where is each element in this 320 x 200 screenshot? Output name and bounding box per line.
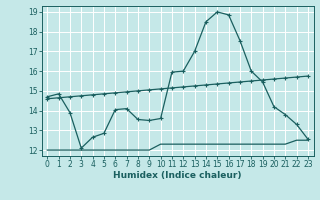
X-axis label: Humidex (Indice chaleur): Humidex (Indice chaleur) — [113, 171, 242, 180]
